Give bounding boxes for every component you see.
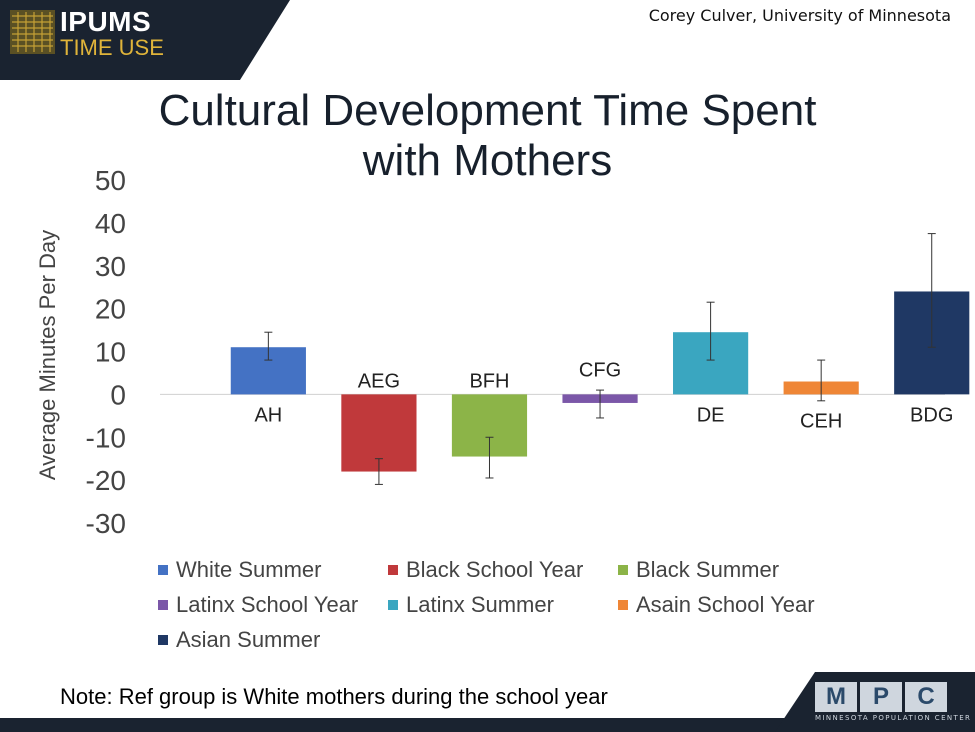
- legend-swatch: [388, 564, 398, 575]
- legend-swatch: [158, 599, 168, 610]
- legend-item-asian-summer: Asian Summer: [158, 627, 320, 653]
- legend-label: Black School Year: [406, 556, 584, 582]
- legend-row: Asian Summer: [158, 622, 858, 657]
- legend-item-latinx-school-year: Latinx School Year: [158, 592, 388, 618]
- bar-label: CEH: [800, 410, 842, 432]
- legend-row: White Summer Black School Year Black Sum…: [158, 552, 858, 587]
- legend-swatch: [158, 634, 168, 645]
- y-tick-label: 0: [110, 379, 126, 410]
- header-banner: IPUMS TIME USE: [0, 0, 290, 80]
- legend-label: Asian Summer: [176, 626, 321, 652]
- y-tick-label: 50: [95, 165, 126, 196]
- legend-label: White Summer: [176, 556, 322, 582]
- chart-title-line1: Cultural Development Time Spent: [158, 86, 817, 135]
- banner-shape: [0, 0, 290, 80]
- chart-title-line2: with Mothers: [362, 136, 613, 185]
- chart-title: Cultural Development Time Spent with Mot…: [0, 86, 975, 186]
- legend-label: Black Summer: [636, 556, 780, 582]
- bar-chart: 50 40 30 20 10 0 -10 -20 -30 AH AEG BFH CFG DE CEH BDG: [86, 165, 970, 539]
- mpc-letter: C: [905, 682, 947, 712]
- footnote: Note: Ref group is White mothers during …: [60, 684, 608, 709]
- bar-label: AEG: [358, 370, 400, 392]
- y-tick-label: -10: [86, 422, 126, 453]
- legend-label: Latinx Summer: [406, 591, 554, 617]
- logo: IPUMS TIME USE: [60, 8, 164, 59]
- bar-label: CFG: [579, 359, 621, 381]
- mpc-letter: P: [860, 682, 902, 712]
- legend-label: Asain School Year: [636, 591, 815, 617]
- bar-label: AH: [254, 404, 282, 426]
- y-tick-label: 30: [95, 251, 126, 282]
- author-credit: Corey Culver, University of Minnesota: [648, 6, 951, 25]
- bar-label: DE: [697, 404, 725, 426]
- y-tick-label: 40: [95, 208, 126, 239]
- legend-item-asain-school-year: Asain School Year: [618, 592, 815, 618]
- legend-item-latinx-summer: Latinx Summer: [388, 592, 618, 618]
- legend-item-white-summer: White Summer: [158, 557, 388, 583]
- chart-legend: White Summer Black School Year Black Sum…: [158, 552, 858, 657]
- legend-item-black-school-year: Black School Year: [388, 557, 618, 583]
- logo-line2: TIME USE: [60, 35, 164, 60]
- y-tick-label: 20: [95, 294, 126, 325]
- legend-swatch: [158, 564, 168, 575]
- y-tick-label: -30: [86, 508, 126, 539]
- legend-item-black-summer: Black Summer: [618, 557, 779, 583]
- y-tick-label: -20: [86, 465, 126, 496]
- legend-swatch: [618, 599, 628, 610]
- legend-row: Latinx School Year Latinx Summer Asain S…: [158, 587, 858, 622]
- bar-label: BDG: [910, 404, 953, 426]
- logo-line1: IPUMS: [60, 6, 152, 37]
- legend-swatch: [388, 599, 398, 610]
- mpc-subtitle: MINNESOTA POPULATION CENTER: [815, 714, 972, 722]
- legend-label: Latinx School Year: [176, 591, 359, 617]
- y-tick-label: 10: [95, 337, 126, 368]
- footer-bar: [0, 718, 975, 732]
- legend-swatch: [618, 564, 628, 575]
- mpc-letter: M: [815, 682, 857, 712]
- bar-label: BFH: [469, 370, 509, 392]
- mpc-logo: M P C MINNESOTA POPULATION CENTER: [815, 682, 972, 722]
